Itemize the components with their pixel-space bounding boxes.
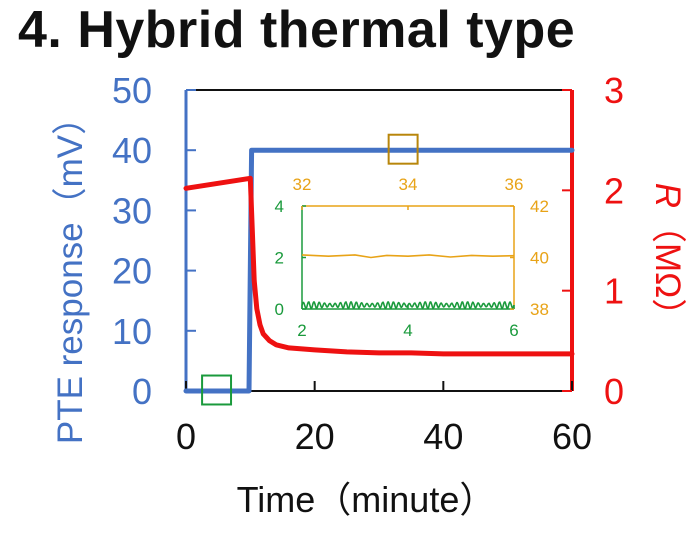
y-tick-label: 50: [112, 70, 152, 111]
inset-orange-series-line: [301, 254, 515, 259]
pte-response-series-line: [183, 147, 575, 394]
inset-y2-tick-label: 40: [530, 249, 549, 268]
inset-y2-tick-label: 42: [530, 197, 549, 216]
inset-y-tick-label: 2: [275, 249, 284, 268]
y-tick-label: 30: [112, 190, 152, 231]
inset-y2-tick-label: 38: [530, 300, 549, 319]
inset-green-series-line: [301, 301, 515, 310]
x-axis-label: Time（minute）: [237, 479, 496, 520]
y2-axis-label-unit: （MΩ）: [648, 208, 687, 333]
inset-x2-tick-label: 32: [293, 175, 312, 194]
inset-background: [302, 206, 514, 309]
inset-x-tick-label: 6: [509, 321, 518, 340]
inset-y-tick-label: 0: [275, 300, 284, 319]
x-tick-label: 60: [552, 416, 592, 457]
inset-x2-tick-label: 34: [399, 175, 418, 194]
inset-x-tick-label: 4: [403, 321, 412, 340]
y-tick-label: 20: [112, 251, 152, 292]
highlight-box-green: [201, 374, 233, 406]
inset-x2-tick-label: 36: [505, 175, 524, 194]
highlight-box-brown: [387, 133, 419, 165]
y2-axis-label-symbol: R: [648, 183, 687, 208]
y2-axis-label: R（MΩ）: [648, 183, 687, 334]
y-tick-label: 0: [132, 371, 152, 412]
inset-y-tick-label: 4: [275, 197, 284, 216]
x-tick-label: 20: [295, 416, 335, 457]
y-axis-label: PTE response（mV）: [51, 100, 90, 444]
y2-tick-label: 3: [604, 70, 624, 111]
x-tick-label: 40: [423, 416, 463, 457]
y2-tick-label: 0: [604, 371, 624, 412]
y-tick-label: 10: [112, 311, 152, 352]
resistance-series-line: [183, 175, 575, 357]
slide-title: 4. Hybrid thermal type: [18, 1, 576, 59]
y2-tick-label: 2: [604, 170, 624, 211]
x-tick-label: 0: [176, 416, 196, 457]
y2-tick-label: 1: [604, 271, 624, 312]
y-tick-label: 40: [112, 130, 152, 171]
inset-x-tick-label: 2: [297, 321, 306, 340]
